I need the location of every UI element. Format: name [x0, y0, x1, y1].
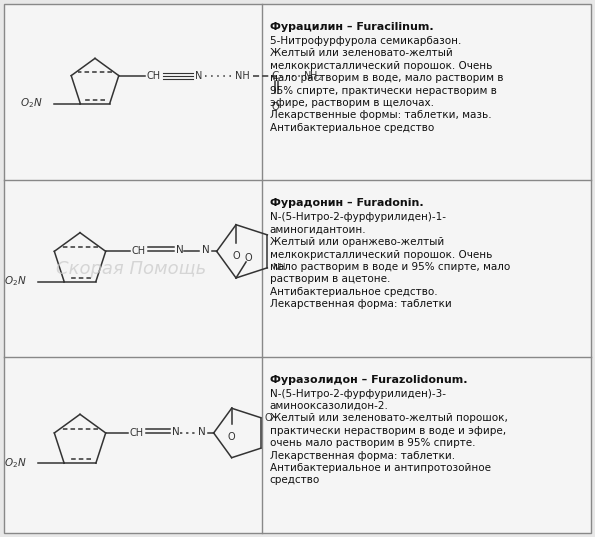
Text: 5-Нитрофурфурола семикарбазон.
Желтый или зеленовато-желтый
мелкокристаллический: 5-Нитрофурфурола семикарбазон. Желтый ил… — [270, 36, 503, 133]
Text: O: O — [228, 432, 236, 442]
Text: C: C — [271, 71, 278, 81]
Text: $O_2N$: $O_2N$ — [4, 456, 26, 470]
Text: N: N — [195, 71, 202, 81]
Text: CH: CH — [130, 428, 144, 438]
Text: $O_2N$: $O_2N$ — [4, 274, 26, 288]
Text: Фурацилин – Furacilinum.: Фурацилин – Furacilinum. — [270, 22, 433, 32]
Text: $O_2N$: $O_2N$ — [20, 97, 42, 111]
Text: N: N — [172, 427, 180, 437]
Text: Фуразолидон – Furazolidonum.: Фуразолидон – Furazolidonum. — [270, 375, 467, 384]
Text: O: O — [272, 101, 280, 112]
Text: O: O — [244, 253, 252, 263]
Text: NH$_2$: NH$_2$ — [303, 69, 322, 83]
Text: N: N — [202, 245, 209, 255]
Text: N: N — [198, 427, 205, 437]
Text: N-(5-Нитро-2-фурфурилиден)-1-
аминогидантоин.
Желтый или оранжево-желтый
мелкокр: N-(5-Нитро-2-фурфурилиден)-1- аминогидан… — [270, 212, 510, 309]
Text: Скорая Помощь: Скорая Помощь — [56, 259, 206, 278]
Text: N: N — [176, 245, 183, 255]
Text: NH: NH — [235, 71, 249, 81]
Text: CH: CH — [147, 71, 161, 81]
Text: CH: CH — [131, 246, 146, 256]
Text: NH: NH — [273, 263, 286, 272]
Text: N-(5-Нитро-2-фурфурилиден)-3-
аминооксазолидон-2.
Желтый или зеленовато-желтый п: N-(5-Нитро-2-фурфурилиден)-3- аминооксаз… — [270, 389, 508, 485]
Text: O: O — [232, 251, 240, 260]
Text: Фурадонин – Furadonin.: Фурадонин – Furadonin. — [270, 198, 424, 208]
Text: O: O — [265, 412, 273, 423]
